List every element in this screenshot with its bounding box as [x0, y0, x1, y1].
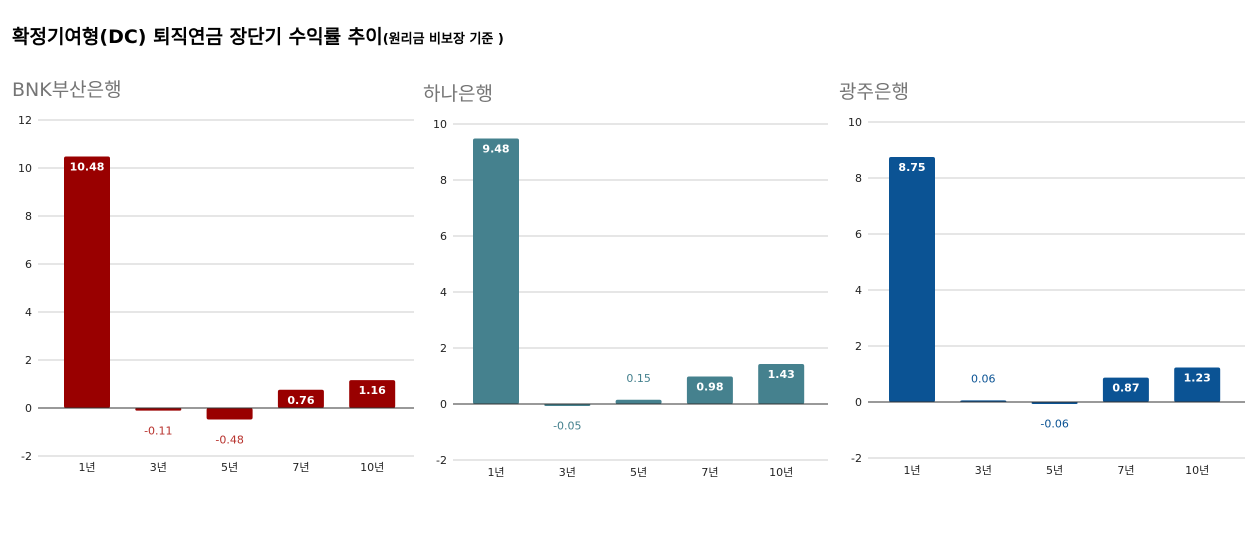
data-label: 1.23 — [1184, 372, 1211, 385]
y-tick-label: 10 — [18, 162, 32, 175]
data-label: -0.05 — [553, 419, 581, 432]
data-label: 9.48 — [482, 143, 509, 156]
y-tick-label: 8 — [855, 172, 862, 185]
bar — [64, 156, 110, 408]
bar-chart-3: 광주은행 -2 0 2 4 6 8 10 8.75 1년 0.06 3년 -0.06 5년 0.87 7년 1.… — [839, 81, 1245, 477]
data-label: 1.43 — [768, 368, 795, 381]
x-tick-label: 3년 — [150, 461, 167, 474]
y-tick-label: -2 — [851, 452, 862, 465]
page-title: 확정기여형(DC) 퇴직연금 장단기 수익률 추이(원리금 비보장 기준 ) — [12, 22, 504, 49]
bar — [889, 157, 935, 402]
x-tick-label: 1년 — [903, 464, 920, 477]
x-tick-label: 5년 — [221, 461, 238, 474]
bar-chart-1: BNK부산은행 -2 0 2 4 6 8 10 12 10.48 1년 -0.11 3년 -0.48 5년 0… — [12, 79, 414, 474]
data-label: 8.75 — [898, 161, 925, 174]
title-main: 확정기여형(DC) 퇴직연금 장단기 수익률 추이 — [12, 26, 383, 48]
chart-title: 하나은행 — [423, 83, 493, 105]
bar-chart-2: 하나은행 -2 0 2 4 6 8 10 9.48 1년 -0.05 3년 0.15 5년 0.98 7년 1.… — [423, 83, 828, 479]
y-tick-label: 4 — [440, 286, 447, 299]
x-tick-label: 7년 — [1117, 464, 1134, 477]
data-label: 0.87 — [1112, 382, 1139, 395]
bar — [135, 408, 182, 411]
data-label: 0.06 — [971, 372, 996, 385]
data-label: -0.11 — [144, 425, 172, 438]
bar — [277, 389, 324, 408]
data-label: -0.06 — [1040, 418, 1068, 431]
y-tick-label: 4 — [25, 306, 32, 319]
y-tick-label: -2 — [21, 450, 32, 463]
y-tick-label: 0 — [855, 396, 862, 409]
chart-title: 광주은행 — [839, 81, 909, 103]
x-tick-label: 3년 — [559, 466, 576, 479]
y-tick-label: 10 — [848, 116, 862, 129]
x-tick-label: 5년 — [1046, 464, 1063, 477]
x-tick-label: 1년 — [78, 461, 95, 474]
y-tick-label: 4 — [855, 284, 862, 297]
y-tick-label: -2 — [436, 454, 447, 467]
y-tick-label: 10 — [433, 118, 447, 131]
bar — [1174, 367, 1221, 402]
data-label: 0.76 — [287, 394, 314, 407]
bar — [206, 408, 253, 420]
x-tick-label: 10년 — [769, 466, 793, 479]
bar — [349, 380, 396, 408]
y-tick-label: 6 — [25, 258, 32, 271]
y-tick-label: 8 — [25, 210, 32, 223]
data-label: 1.16 — [359, 384, 386, 397]
y-tick-label: 8 — [440, 174, 447, 187]
bar — [758, 363, 805, 404]
y-tick-label: 6 — [855, 228, 862, 241]
bar — [686, 376, 733, 404]
data-label: 0.98 — [696, 381, 723, 394]
bar — [615, 399, 662, 404]
x-tick-label: 10년 — [1185, 464, 1209, 477]
x-tick-label: 1년 — [487, 466, 504, 479]
y-tick-label: 12 — [18, 114, 32, 127]
y-tick-label: 2 — [440, 342, 447, 355]
x-tick-label: 5년 — [630, 466, 647, 479]
x-tick-label: 3년 — [975, 464, 992, 477]
y-tick-label: 0 — [440, 398, 447, 411]
y-tick-label: 6 — [440, 230, 447, 243]
y-tick-label: 2 — [855, 340, 862, 353]
data-label: 10.48 — [70, 160, 105, 173]
y-tick-label: 2 — [25, 354, 32, 367]
chart-title: BNK부산은행 — [12, 79, 122, 101]
title-subtitle: (원리금 비보장 기준 ) — [382, 32, 504, 47]
x-tick-label: 7년 — [701, 466, 718, 479]
bar — [1102, 377, 1149, 402]
y-tick-label: 0 — [25, 402, 32, 415]
x-tick-label: 10년 — [360, 461, 384, 474]
data-label: -0.48 — [215, 434, 243, 447]
x-tick-label: 7년 — [292, 461, 309, 474]
bar — [473, 138, 519, 404]
data-label: 0.15 — [626, 372, 651, 385]
